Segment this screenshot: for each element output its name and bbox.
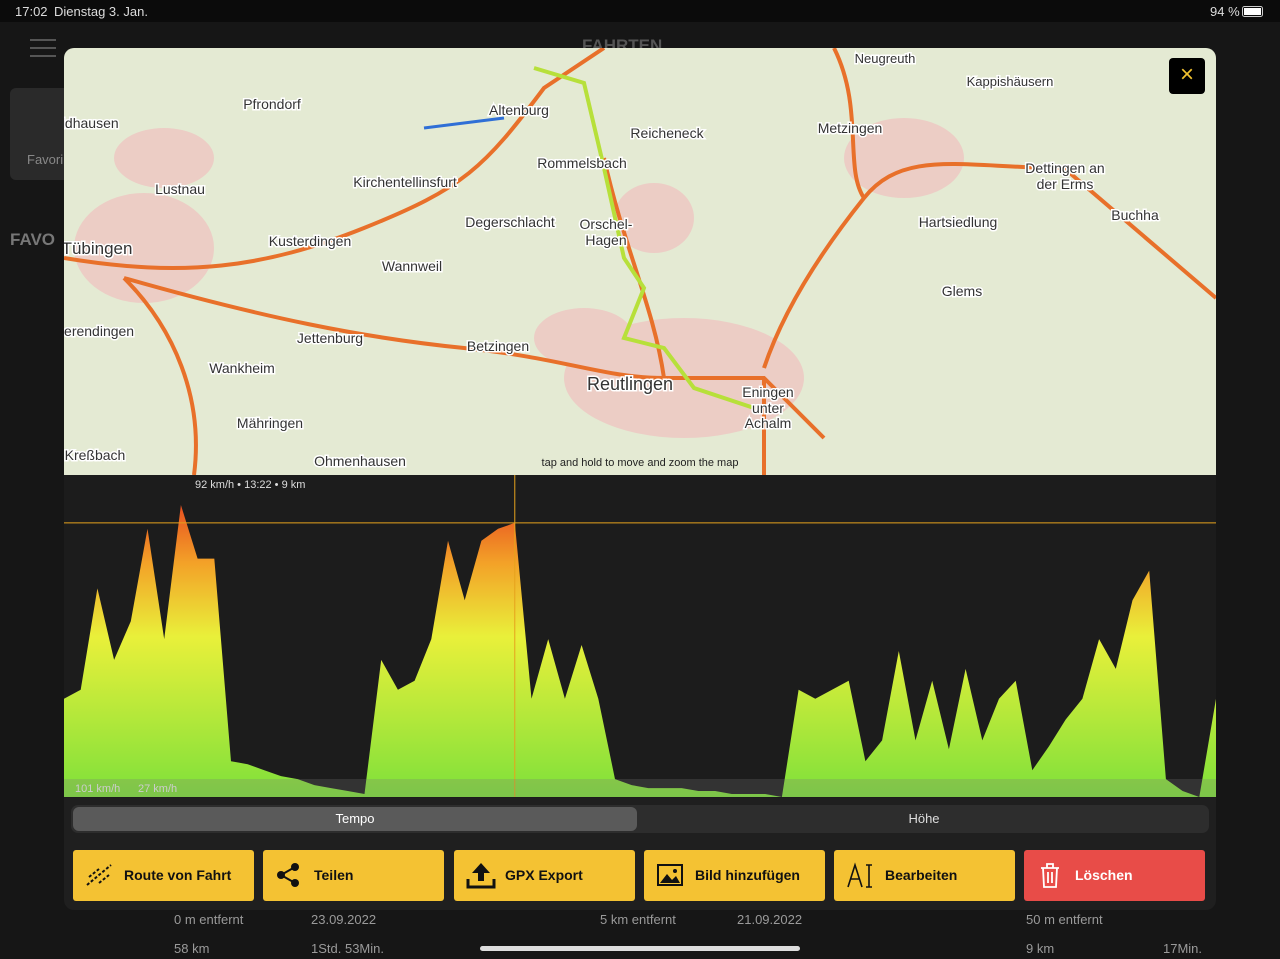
button-label: GPX Export bbox=[505, 867, 583, 883]
button-label: Teilen bbox=[314, 867, 354, 883]
row-date: 23.09.2022 bbox=[311, 912, 377, 927]
place-label: Reutlingen bbox=[587, 374, 673, 394]
place-label: Tübingen bbox=[64, 239, 132, 258]
icon bbox=[277, 863, 299, 887]
place-label: Degerschlacht bbox=[465, 214, 555, 230]
section-label: FAVO bbox=[10, 230, 56, 249]
tab[interactable]: Höhe bbox=[908, 811, 940, 826]
place-label: Mähringen bbox=[237, 415, 303, 431]
place-label: Rommelsbach bbox=[537, 155, 626, 171]
icon bbox=[86, 864, 112, 886]
place-label: Neugreuth bbox=[855, 51, 916, 66]
map-hint: tap and hold to move and zoom the map bbox=[542, 457, 739, 469]
speed-area bbox=[64, 505, 1216, 797]
chart-tooltip: 92 km/h • 13:22 • 9 km bbox=[195, 479, 305, 491]
place-label: Ohmenhausen bbox=[314, 453, 406, 469]
row-date: 21.09.2022 bbox=[737, 912, 803, 927]
place-labels: Neugreuth Kappishäusern Altenburg Pfrondorf… bbox=[64, 50, 1160, 471]
battery: 94 % bbox=[1210, 4, 1240, 19]
roads bbox=[64, 48, 1216, 475]
icon bbox=[466, 863, 496, 889]
place-label: Reicheneck bbox=[630, 125, 704, 141]
place-label: Kusterdingen bbox=[269, 233, 352, 249]
place-label: Hagen bbox=[585, 232, 626, 248]
button-label: Löschen bbox=[1075, 867, 1133, 883]
home-indicator bbox=[480, 946, 800, 951]
row-duration: 17Min. bbox=[1163, 941, 1203, 956]
row-distance: 0 m entfernt bbox=[174, 912, 244, 927]
place-label: Waldhausen bbox=[64, 115, 119, 131]
tab[interactable]: Tempo bbox=[73, 807, 637, 831]
time: 17:02 bbox=[15, 4, 48, 19]
row-distance: 50 m entfernt bbox=[1026, 912, 1103, 927]
button[interactable]: Route von Fahrt bbox=[73, 850, 254, 901]
place-label: Betzingen bbox=[467, 338, 529, 354]
place-label: Pfrondorf bbox=[243, 96, 301, 112]
date: Dienstag 3. Jan. bbox=[54, 4, 148, 19]
button-label: Bild hinzufügen bbox=[695, 867, 800, 883]
tab-bar: Tempo Höhe bbox=[71, 805, 1209, 833]
place-label: Wannweil bbox=[382, 258, 442, 274]
ride-modal: Neugreuth Kappishäusern Altenburg Pfrondorf… bbox=[64, 48, 1216, 910]
chart-bg bbox=[64, 475, 1216, 798]
row-distance: 5 km entfernt bbox=[600, 912, 676, 927]
place-label: Kirchentellinsfurt bbox=[353, 174, 457, 190]
place-label: der Erms bbox=[1037, 176, 1094, 192]
place-label: unter bbox=[752, 400, 784, 416]
speed-chart[interactable]: 101 km/h 27 km/h 92 km/h • 13:22 • 9 km bbox=[64, 475, 1216, 798]
river bbox=[423, 116, 505, 130]
button-label: Bearbeiten bbox=[885, 867, 958, 883]
place-label: Wankheim bbox=[209, 360, 275, 376]
row-duration: 1Std. 53Min. bbox=[311, 941, 384, 956]
place-label: Eningen bbox=[742, 384, 793, 400]
button[interactable]: Löschen bbox=[1024, 850, 1205, 901]
folder-label: Favori bbox=[27, 152, 64, 167]
max-speed: 101 km/h bbox=[75, 783, 120, 795]
icon bbox=[1041, 863, 1059, 888]
battery-icon bbox=[1242, 6, 1263, 17]
place-label: Jettenburg bbox=[297, 330, 363, 346]
place-label: Buchha bbox=[1111, 207, 1159, 223]
avg-speed: 27 km/h bbox=[138, 783, 177, 795]
row-length: 9 km bbox=[1026, 941, 1055, 956]
button[interactable]: Bearbeiten bbox=[834, 850, 1015, 901]
place-label: Metzingen bbox=[818, 120, 883, 136]
place-label: Lustnau bbox=[155, 181, 205, 197]
place-label: Altenburg bbox=[489, 102, 549, 118]
place-label: Glems bbox=[942, 283, 982, 299]
place-label: Orschel- bbox=[580, 216, 633, 232]
map[interactable]: Neugreuth Kappishäusern Altenburg Pfrondorf… bbox=[64, 48, 1216, 475]
icon bbox=[657, 864, 683, 886]
button[interactable]: Teilen bbox=[263, 850, 444, 901]
place-label: Kappishäusern bbox=[967, 74, 1054, 89]
place-label: Derendingen bbox=[64, 323, 134, 339]
icon bbox=[847, 862, 872, 888]
button[interactable]: GPX Export bbox=[454, 850, 635, 901]
menu-icon[interactable] bbox=[30, 38, 56, 58]
button-label: Route von Fahrt bbox=[124, 867, 232, 883]
place-label: Achalm bbox=[745, 415, 792, 431]
folder-tile[interactable] bbox=[10, 88, 70, 180]
place-label: Dettingen an bbox=[1025, 160, 1104, 176]
close-button[interactable]: × bbox=[1169, 58, 1205, 94]
button[interactable]: Bild hinzufügen bbox=[644, 850, 825, 901]
stats-strip bbox=[64, 779, 1216, 797]
status-bar: 17:02 Dienstag 3. Jan. 94 % bbox=[0, 0, 1280, 22]
place-label: Kreßbach bbox=[65, 447, 126, 463]
row-length: 58 km bbox=[174, 941, 210, 956]
route bbox=[533, 66, 755, 410]
place-label: Hartsiedlung bbox=[919, 214, 998, 230]
